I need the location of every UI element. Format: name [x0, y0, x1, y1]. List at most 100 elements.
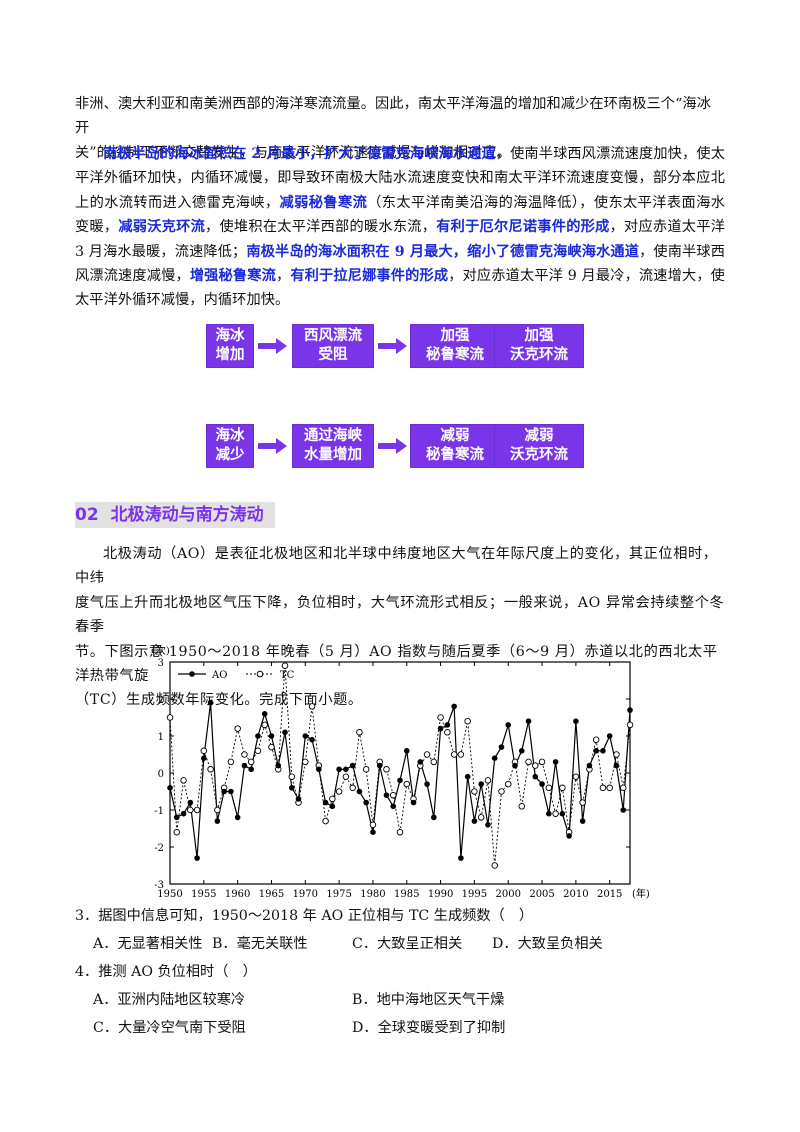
arrow-right-icon	[378, 338, 407, 354]
ao-point	[376, 762, 383, 769]
ao-point	[288, 785, 295, 791]
tc-point	[193, 806, 201, 814]
option-4d[interactable]: D．全球变暖受到了抑制	[352, 1020, 506, 1036]
ao-point	[451, 703, 457, 710]
legend-label-ao: AO	[211, 670, 227, 681]
highlight-text: 南极半岛的海冰面积在 2 月最小，扩大了德雷克海峡海水通道	[103, 146, 496, 162]
ao-point	[424, 781, 430, 787]
option-4b[interactable]: B．地中海地区天气干燥	[352, 992, 505, 1008]
option-3b[interactable]: B．毫无关联性	[212, 936, 308, 952]
ao-point	[356, 788, 363, 795]
ao-point	[322, 799, 329, 806]
ao-point	[268, 733, 275, 739]
ao-point	[343, 766, 349, 773]
ao-point	[593, 748, 599, 754]
body-text: ，使南半球西风漂流速度加快，使太平洋外循环加快，内循环减慢，即导致环南极大陆水流…	[75, 146, 726, 211]
ao-point	[552, 759, 559, 765]
ao-point	[559, 810, 566, 817]
ao-point	[180, 810, 187, 817]
tc-point	[613, 751, 620, 758]
ao-point	[437, 725, 444, 732]
ao-point	[261, 711, 268, 717]
tc-point	[525, 758, 532, 766]
ao-point	[194, 855, 200, 861]
question-3-stem: 3．据图中信息可知，1950～2018 年 AO 正位相与 TC 生成频数（ ）	[75, 908, 534, 924]
ao-point	[309, 736, 315, 743]
ao-point	[444, 722, 451, 728]
ao-point	[431, 814, 437, 821]
ao-point	[241, 762, 248, 769]
tc-point	[572, 773, 580, 780]
tc-point	[383, 766, 390, 773]
flow-box: 加强 秘鲁寒流	[410, 324, 500, 368]
paragraph-ao-intro: 北极涛动（AO）是表征北极地区和北半球中纬度地区大气在年际尺度上的变化，其正位相…	[75, 542, 725, 713]
flow-box: 减弱 沃克环流	[494, 424, 584, 468]
option-4c[interactable]: C．大量冷空气南下受阻	[93, 1020, 246, 1036]
x-tick-label: 2015	[597, 889, 622, 900]
ao-point	[349, 762, 356, 769]
y-tick-label: 2	[158, 695, 164, 706]
tc-point	[430, 758, 438, 766]
ao-point	[363, 799, 369, 806]
tc-point	[477, 814, 485, 821]
tc-point	[389, 791, 397, 799]
option-4a[interactable]: A．亚洲内陆地区较寒冷	[93, 992, 246, 1008]
body-text: ，使堆积在太平洋西部的暖水东流，	[205, 219, 437, 236]
flow-box: 海冰 减少	[206, 424, 254, 468]
tc-point	[518, 803, 526, 810]
x-tick-label: 1995	[462, 889, 487, 900]
tc-point	[396, 828, 404, 836]
tc-point	[552, 810, 559, 817]
paragraph-explanation: 南极半岛的海冰面积在 2 月最小，扩大了德雷克海峡海水通道，使南半球西风漂流速度…	[75, 142, 725, 313]
ao-point	[248, 766, 254, 773]
ao-point	[383, 792, 390, 798]
arrow-right-icon	[378, 438, 407, 454]
plot-frame	[169, 661, 631, 885]
y-tick-label: -1	[154, 806, 164, 817]
tc-point	[504, 780, 512, 788]
body-text: ，对应赤道太平洋 3 月海水最暖，流速降低；	[75, 219, 725, 260]
text-line: 非洲、澳大利亚和南美洲西部的海洋寒流流量。因此，南太平洋海温的增加和减少在环南极…	[75, 96, 712, 137]
ao-point	[498, 744, 505, 750]
tc-point	[241, 751, 248, 758]
x-tick-label: 1950	[157, 889, 182, 900]
ao-point	[390, 803, 397, 810]
ao-point	[532, 773, 539, 780]
ao-point	[403, 748, 410, 754]
text-line: 北极涛动（AO）是表征北极地区和北半球中纬度地区大气在年际尺度上的变化，其正位相…	[75, 546, 718, 587]
ao-point	[579, 818, 586, 824]
y-tick-label: -3	[154, 880, 164, 891]
option-3c[interactable]: C．大致呈正相关	[352, 936, 463, 952]
ao-point	[282, 729, 288, 736]
ao-point	[573, 718, 579, 724]
tc-point	[369, 821, 377, 829]
tc-point	[559, 784, 566, 792]
ao-point	[255, 733, 261, 739]
option-3d[interactable]: D．大致呈负相关	[492, 936, 603, 952]
option-3a[interactable]: A．无显著相关性	[93, 936, 203, 952]
tc-point	[538, 758, 546, 766]
tc-point	[268, 743, 275, 751]
tc-point	[362, 766, 370, 773]
tc-point	[619, 784, 627, 792]
ao-point	[295, 796, 302, 802]
tc-point	[342, 773, 350, 780]
tc-point	[254, 747, 262, 755]
ao-point	[397, 777, 403, 784]
tc-point	[356, 729, 363, 736]
tc-point	[302, 758, 309, 766]
text-line: 节。下图示意 1950～2018 年晚春（5 月）AO 指数与随后夏季（6～9 …	[75, 643, 718, 685]
text-line: 关”的控制下不断交替发生，与南太平洋环流速度减慢与增加相对应。	[75, 144, 511, 161]
ao-point	[613, 762, 620, 769]
flow-box: 加强 沃克环流	[494, 324, 584, 368]
tc-point	[403, 780, 411, 788]
arrow-right-icon	[258, 438, 287, 454]
ao-point	[586, 762, 593, 769]
paragraph-intro: 非洲、澳大利亚和南美洲西部的海洋寒流流量。因此，南太平洋海温的增加和减少在环南极…	[75, 92, 725, 165]
highlight-text: 有利于拉尼娜事件的形成	[290, 268, 449, 285]
tc-point	[166, 714, 174, 721]
flow-box: 海冰 增加	[206, 324, 254, 368]
tc-point	[471, 788, 478, 795]
tc-point	[464, 717, 471, 725]
text-line: （TC）生成频数年际变化。完成下面小题。	[75, 692, 363, 709]
